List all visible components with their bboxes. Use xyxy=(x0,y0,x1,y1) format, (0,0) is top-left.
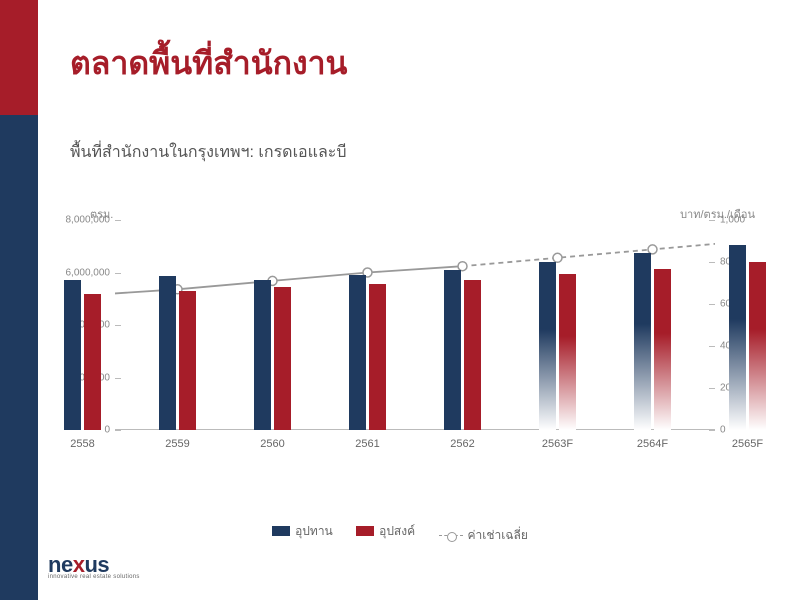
legend-rent-swatch xyxy=(439,535,463,536)
chart-area: 02,000,0004,000,0006,000,0008,000,000020… xyxy=(115,220,715,470)
x-tick: 2563F xyxy=(542,438,573,450)
bar-demand xyxy=(559,274,576,430)
bar-supply xyxy=(349,275,366,430)
x-tick: 2559 xyxy=(165,438,189,450)
logo-tagline: innovative real estate solutions xyxy=(48,574,140,580)
legend-supply: อุปทาน xyxy=(272,522,333,541)
sidebar-red-accent xyxy=(0,0,38,115)
rent-marker xyxy=(553,253,562,262)
y-left-tick: 6,000,000 xyxy=(50,267,110,278)
legend-rent: ค่าเช่าเฉลี่ย xyxy=(439,526,528,545)
rent-line-forecast xyxy=(463,241,716,266)
bar-demand xyxy=(84,294,101,431)
legend: อุปทาน อุปสงค์ ค่าเช่าเฉลี่ย xyxy=(0,522,800,546)
legend-demand-label: อุปสงค์ xyxy=(379,522,415,541)
legend-demand-swatch xyxy=(356,526,374,536)
bar-demand xyxy=(369,284,386,430)
bar-supply xyxy=(444,270,461,430)
legend-supply-swatch xyxy=(272,526,290,536)
legend-supply-label: อุปทาน xyxy=(295,522,333,541)
x-tick: 2565F xyxy=(732,438,763,450)
y-right-tick: 0 xyxy=(720,425,726,436)
legend-rent-label: ค่าเช่าเฉลี่ย xyxy=(468,526,528,545)
page-subtitle: พื้นที่สำนักงานในกรุงเทพฯ: เกรดเอและบี xyxy=(70,140,347,165)
bar-supply xyxy=(539,262,556,430)
x-tick: 2564F xyxy=(637,438,668,450)
bar-demand xyxy=(654,269,671,430)
rent-line-layer xyxy=(115,220,715,450)
x-tick: 2560 xyxy=(260,438,284,450)
bar-supply xyxy=(159,276,176,430)
plot-area: 02,000,0004,000,0006,000,0008,000,000020… xyxy=(115,220,715,450)
bar-demand xyxy=(464,280,481,430)
x-tick: 2561 xyxy=(355,438,379,450)
bar-demand xyxy=(179,291,196,430)
bar-supply xyxy=(64,280,81,430)
x-tick: 2558 xyxy=(70,438,94,450)
page-title: ตลาดพื้นที่สำนักงาน xyxy=(70,38,347,89)
logo: nexus innovative real estate solutions xyxy=(48,552,140,580)
bar-supply xyxy=(634,253,651,430)
bar-demand xyxy=(274,287,291,430)
y-left-tick: 8,000,000 xyxy=(50,215,110,226)
legend-demand: อุปสงค์ xyxy=(356,522,415,541)
x-tick: 2562 xyxy=(450,438,474,450)
bar-supply xyxy=(729,245,746,430)
bar-demand xyxy=(749,262,766,430)
bar-supply xyxy=(254,280,271,430)
y-right-tick: 1,000 xyxy=(720,215,745,226)
